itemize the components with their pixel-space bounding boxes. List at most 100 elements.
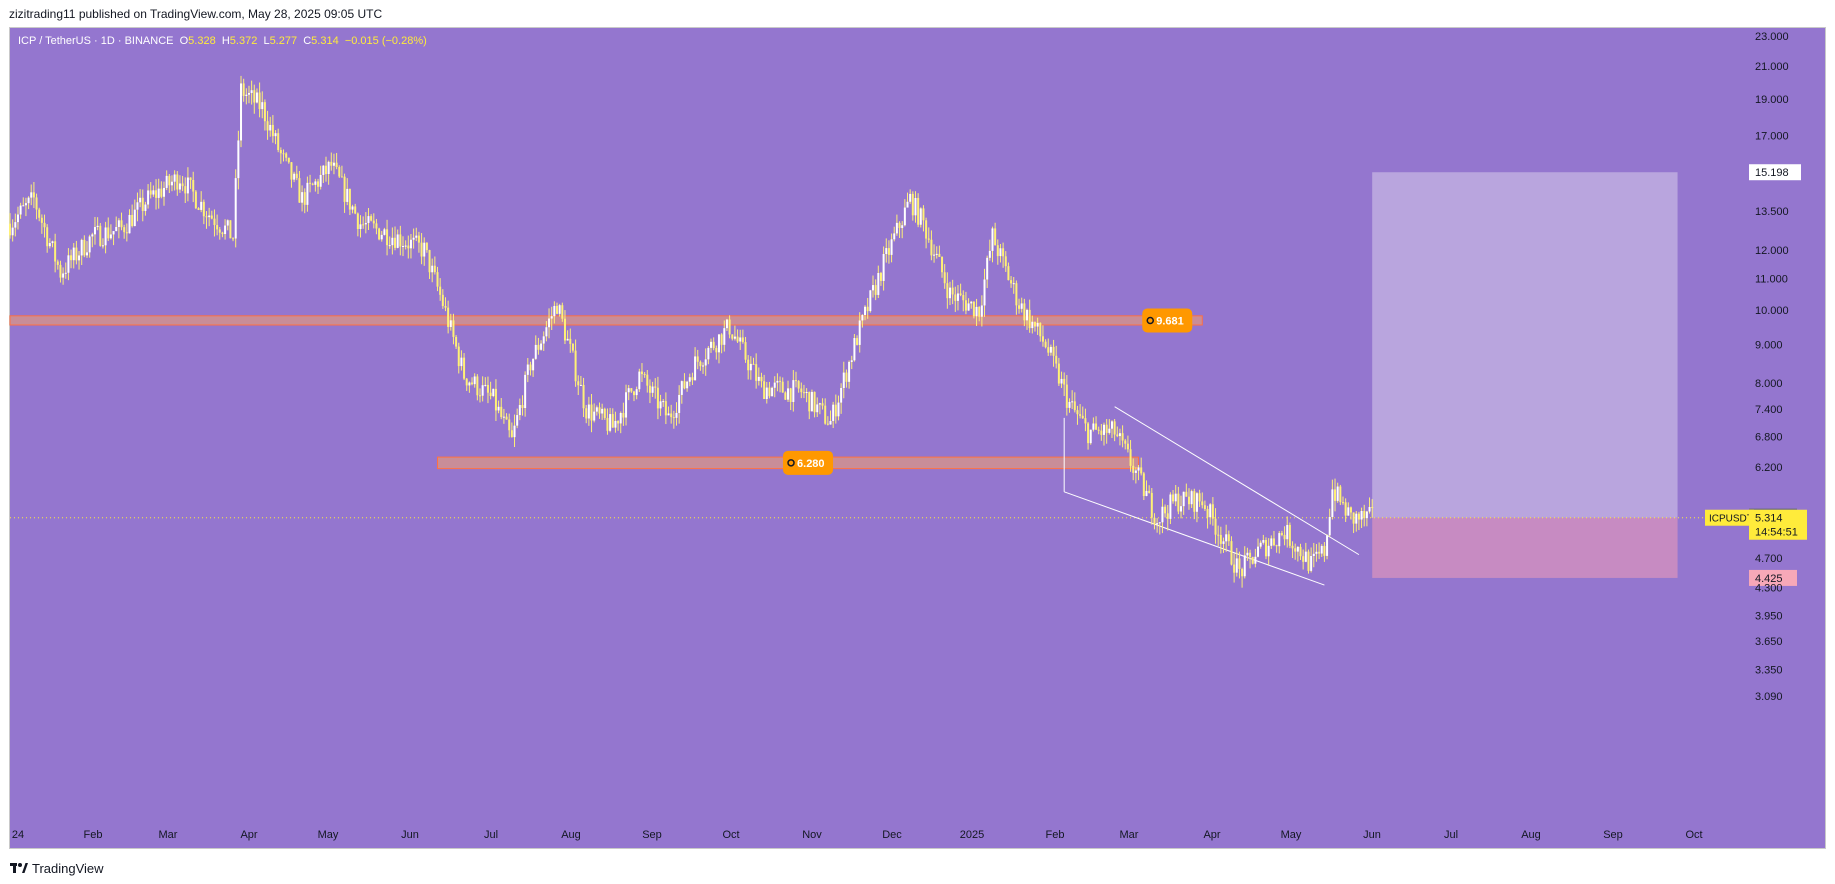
candle-body	[332, 162, 335, 166]
candle-body	[1172, 494, 1175, 502]
candle-body	[1320, 545, 1323, 554]
candle-body	[1214, 518, 1217, 535]
candle-body	[986, 257, 989, 280]
candle-body	[319, 174, 322, 187]
candle-body	[123, 227, 126, 233]
candle-body	[14, 222, 17, 228]
candle-body	[601, 408, 604, 414]
candle-body	[518, 405, 521, 416]
candle-body	[128, 214, 131, 234]
candle-body	[1341, 502, 1344, 504]
candle-body	[1339, 486, 1342, 503]
candle-body	[205, 216, 208, 218]
x-tick-label: Dec	[882, 829, 902, 841]
candle-body	[1243, 555, 1246, 577]
candle-body	[1105, 424, 1108, 433]
x-tick-label: Jun	[1363, 829, 1381, 841]
candle-body	[956, 293, 959, 301]
candle-body	[324, 165, 327, 174]
candle-body	[24, 203, 27, 206]
candle-body	[486, 384, 489, 393]
candle-body	[1201, 501, 1204, 506]
candle-body	[834, 404, 837, 417]
candle-body	[460, 357, 463, 367]
candle-body	[606, 417, 609, 431]
candle-body	[391, 237, 394, 246]
candle-body	[871, 285, 874, 291]
candle-body	[1012, 283, 1015, 285]
candle-body	[571, 343, 574, 351]
zone-label-bg-1	[783, 450, 834, 475]
candle-body	[1116, 434, 1119, 437]
candle-body	[218, 229, 221, 233]
candle-body	[1217, 534, 1220, 536]
candle-body	[202, 201, 205, 217]
candle-body	[1158, 522, 1161, 524]
candle-body	[784, 392, 787, 400]
candle-body	[1073, 401, 1076, 411]
candle-body	[540, 343, 543, 350]
candle-body	[1039, 322, 1042, 337]
candle-body	[510, 430, 513, 438]
candle-body	[186, 177, 189, 194]
candle-body	[351, 206, 354, 210]
candle-body	[64, 272, 67, 274]
candle-body	[1190, 491, 1193, 505]
footer-brand[interactable]: TradingView	[32, 861, 104, 876]
candle-body	[295, 173, 298, 179]
candle-body	[595, 407, 598, 412]
candle-body	[473, 376, 476, 385]
candle-body	[598, 407, 601, 414]
candle-body	[922, 208, 925, 221]
candle-body	[678, 394, 681, 413]
candle-body	[394, 237, 397, 248]
stop-price-tag	[1749, 569, 1797, 586]
candle-body	[949, 287, 952, 299]
candle-body	[723, 328, 726, 345]
candle-body	[813, 391, 816, 413]
candle-body	[494, 388, 497, 411]
candle-body	[1310, 555, 1313, 571]
candle-body	[927, 238, 930, 240]
candle-body	[688, 377, 691, 382]
candle-body	[1312, 553, 1315, 556]
candle-body	[699, 361, 702, 367]
candle-body	[455, 336, 458, 347]
candle-body	[107, 227, 110, 239]
candle-body	[322, 165, 325, 175]
candle-body	[348, 188, 351, 210]
candle-body	[842, 372, 845, 388]
candle-body	[314, 181, 317, 185]
candle-body	[951, 287, 954, 295]
candle-body	[210, 215, 213, 219]
y-tick-label: 4.300	[1755, 582, 1783, 594]
candle-body	[93, 227, 96, 235]
candle-body	[471, 382, 474, 385]
tradingview-logo-icon[interactable]	[10, 862, 28, 874]
candle-body	[757, 376, 760, 381]
candle-body	[654, 386, 657, 388]
candle-body	[1010, 280, 1013, 284]
candle-body	[229, 220, 232, 239]
candle-body	[287, 157, 290, 163]
candle-body	[864, 306, 867, 316]
candle-body	[54, 241, 57, 262]
candle-body	[787, 388, 790, 400]
candle-body	[16, 214, 19, 223]
candle-body	[630, 388, 633, 392]
candle-body	[423, 242, 426, 257]
candle-body	[173, 174, 176, 182]
candle-body	[996, 245, 999, 257]
candle-body	[845, 372, 848, 382]
y-tick-label: 3.950	[1755, 610, 1783, 622]
candle-body	[545, 327, 548, 337]
y-tick-label: 19.000	[1755, 94, 1789, 106]
wedge-lower-line	[1064, 491, 1325, 586]
candle-body	[1161, 506, 1164, 523]
candle-body	[566, 338, 569, 341]
candle-body	[417, 235, 420, 243]
candle-body	[895, 222, 898, 234]
candle-body	[176, 174, 179, 190]
candle-body	[749, 363, 752, 371]
